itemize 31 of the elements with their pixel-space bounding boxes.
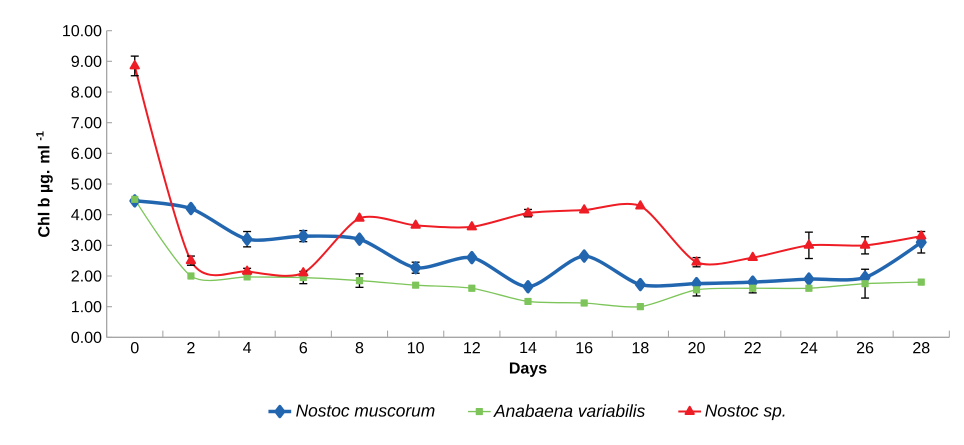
x-axis-title: Days	[510, 362, 546, 377]
y-tick-label: 3.00	[71, 240, 102, 251]
x-tick-label: 14	[520, 342, 536, 353]
y-tick-label: 0.00	[71, 332, 102, 343]
y-tick-label: 10.00	[63, 24, 102, 36]
y-tick-label: 4.00	[71, 208, 102, 220]
x-tick-label: 16	[576, 342, 592, 354]
x-tick-label: 10	[408, 342, 424, 354]
legend-label: Anabaena variabilis	[493, 404, 645, 417]
x-tick-label: 4	[243, 342, 252, 353]
x-tick-label: 22	[744, 342, 761, 354]
y-tick-label: 9.00	[72, 56, 102, 67]
x-tick-label: 6	[300, 342, 308, 354]
y-tick-label: 6.00	[72, 148, 102, 159]
y-tick-label: 2.00	[72, 270, 102, 282]
y-tick-label: 8.00	[72, 86, 102, 98]
x-tick-label: 24	[800, 342, 818, 354]
legend-label: Nostoc sp.	[705, 404, 784, 420]
y-tick-label: 7.00	[72, 116, 102, 128]
x-tick-label: 0	[130, 342, 139, 354]
x-tick-label: 28	[913, 342, 930, 354]
x-tick-label: 18	[632, 342, 649, 354]
y-axis-title: Chl b µg. ml $^{-1}$	[36, 131, 53, 237]
legend-label: Nostoc muscorum	[296, 404, 434, 417]
x-tick-label: 26	[856, 342, 874, 354]
x-tick-label: 20	[688, 342, 705, 354]
x-tick-label: 8	[356, 342, 364, 354]
x-tick-label: 2	[187, 342, 195, 354]
y-tick-label: 5.00	[71, 178, 102, 190]
y-tick-label: 1.00	[72, 300, 102, 312]
x-tick-label: 12	[464, 342, 480, 354]
